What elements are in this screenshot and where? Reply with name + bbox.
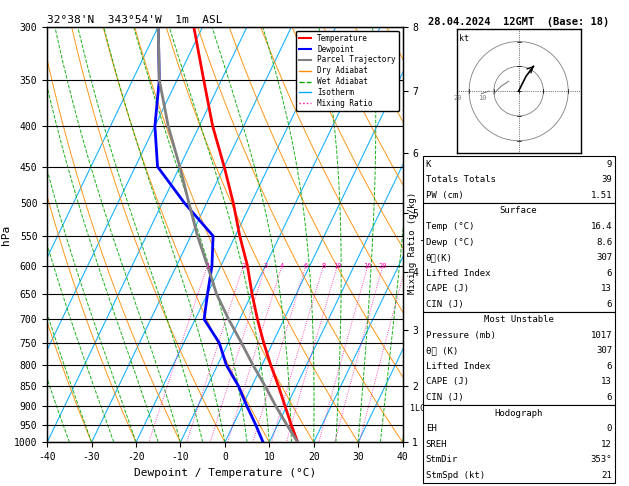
- Text: kt: kt: [459, 34, 469, 43]
- Text: 12: 12: [601, 440, 612, 449]
- Text: 16: 16: [364, 263, 372, 269]
- Text: 13: 13: [601, 378, 612, 386]
- Text: CIN (J): CIN (J): [426, 300, 464, 309]
- Text: K: K: [426, 160, 431, 169]
- Text: EH: EH: [426, 424, 437, 433]
- Text: 6: 6: [606, 269, 612, 278]
- Text: CAPE (J): CAPE (J): [426, 378, 469, 386]
- Text: 10: 10: [478, 95, 486, 101]
- Text: 1: 1: [205, 263, 209, 269]
- Text: 0: 0: [606, 424, 612, 433]
- Text: Pressure (mb): Pressure (mb): [426, 331, 496, 340]
- Y-axis label: km
ASL: km ASL: [421, 226, 443, 243]
- Text: StmSpd (kt): StmSpd (kt): [426, 471, 485, 480]
- Text: 16.4: 16.4: [591, 222, 612, 231]
- Text: 8: 8: [321, 263, 325, 269]
- Text: CAPE (J): CAPE (J): [426, 284, 469, 293]
- Text: 6: 6: [606, 393, 612, 402]
- Text: 21: 21: [601, 471, 612, 480]
- Text: 1.51: 1.51: [591, 191, 612, 200]
- Text: Hodograph: Hodograph: [494, 409, 543, 417]
- Text: 307: 307: [596, 347, 612, 355]
- Text: SREH: SREH: [426, 440, 447, 449]
- Text: 353°: 353°: [591, 455, 612, 464]
- Text: 3: 3: [264, 263, 267, 269]
- Y-axis label: hPa: hPa: [1, 225, 11, 244]
- Text: 10: 10: [333, 263, 342, 269]
- Text: 9: 9: [606, 160, 612, 169]
- Text: 13: 13: [601, 284, 612, 293]
- Text: Lifted Index: Lifted Index: [426, 362, 491, 371]
- Text: 20: 20: [379, 263, 387, 269]
- Text: 4: 4: [280, 263, 284, 269]
- Text: 28.04.2024  12GMT  (Base: 18): 28.04.2024 12GMT (Base: 18): [428, 17, 610, 27]
- Text: Mixing Ratio (g/kg): Mixing Ratio (g/kg): [408, 192, 416, 294]
- Text: © weatheronline.co.uk: © weatheronline.co.uk: [470, 472, 567, 481]
- Text: Dewp (°C): Dewp (°C): [426, 238, 474, 246]
- Text: 6: 6: [606, 300, 612, 309]
- Text: Lifted Index: Lifted Index: [426, 269, 491, 278]
- Text: 32°38'N  343°54'W  1m  ASL: 32°38'N 343°54'W 1m ASL: [47, 15, 223, 25]
- Text: Most Unstable: Most Unstable: [484, 315, 554, 324]
- Text: θᴄ(K): θᴄ(K): [426, 253, 453, 262]
- Text: 307: 307: [596, 253, 612, 262]
- Text: Surface: Surface: [500, 207, 537, 215]
- Text: 1017: 1017: [591, 331, 612, 340]
- Text: 6: 6: [304, 263, 308, 269]
- Text: 2: 2: [241, 263, 245, 269]
- Text: 39: 39: [601, 175, 612, 184]
- Legend: Temperature, Dewpoint, Parcel Trajectory, Dry Adiabat, Wet Adiabat, Isotherm, Mi: Temperature, Dewpoint, Parcel Trajectory…: [296, 31, 399, 111]
- Text: 6: 6: [606, 362, 612, 371]
- X-axis label: Dewpoint / Temperature (°C): Dewpoint / Temperature (°C): [134, 468, 316, 478]
- Text: 1LCL: 1LCL: [409, 403, 430, 413]
- Text: 20: 20: [453, 95, 462, 101]
- Text: StmDir: StmDir: [426, 455, 458, 464]
- Text: CIN (J): CIN (J): [426, 393, 464, 402]
- Text: θᴄ (K): θᴄ (K): [426, 347, 458, 355]
- Text: 8.6: 8.6: [596, 238, 612, 246]
- Text: Temp (°C): Temp (°C): [426, 222, 474, 231]
- Text: PW (cm): PW (cm): [426, 191, 464, 200]
- Text: Totals Totals: Totals Totals: [426, 175, 496, 184]
